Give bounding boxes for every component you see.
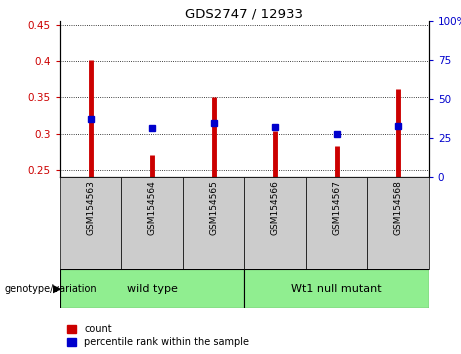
FancyBboxPatch shape — [60, 269, 244, 308]
Title: GDS2747 / 12933: GDS2747 / 12933 — [185, 7, 303, 20]
Text: GSM154567: GSM154567 — [332, 180, 341, 235]
Text: GSM154565: GSM154565 — [209, 180, 218, 235]
Text: genotype/variation: genotype/variation — [5, 284, 97, 293]
FancyBboxPatch shape — [244, 177, 306, 269]
Text: GSM154564: GSM154564 — [148, 180, 157, 234]
Text: GSM154568: GSM154568 — [394, 180, 402, 235]
Text: Wt1 null mutant: Wt1 null mutant — [291, 284, 382, 293]
Text: ▶: ▶ — [53, 284, 62, 293]
FancyBboxPatch shape — [121, 177, 183, 269]
Text: GSM154563: GSM154563 — [86, 180, 95, 235]
FancyBboxPatch shape — [183, 177, 244, 269]
FancyBboxPatch shape — [306, 177, 367, 269]
FancyBboxPatch shape — [60, 177, 121, 269]
Text: wild type: wild type — [127, 284, 177, 293]
Legend: count, percentile rank within the sample: count, percentile rank within the sample — [65, 322, 251, 349]
FancyBboxPatch shape — [367, 177, 429, 269]
FancyBboxPatch shape — [244, 269, 429, 308]
Text: GSM154566: GSM154566 — [271, 180, 279, 235]
